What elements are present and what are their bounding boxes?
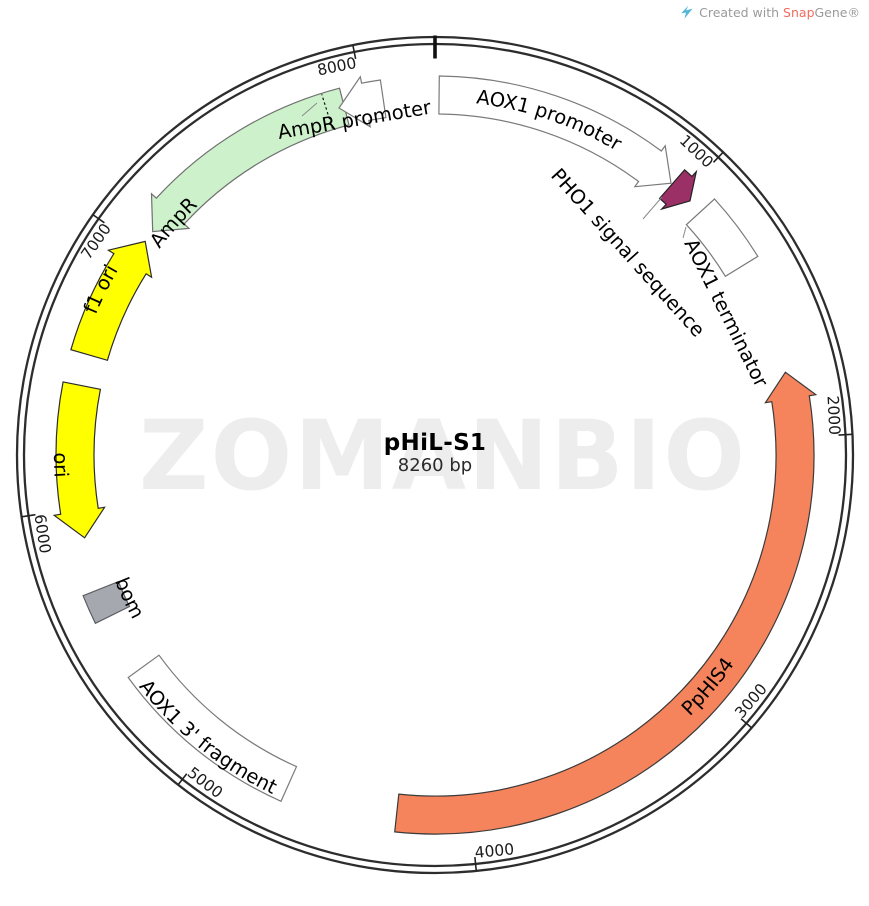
- tick-mark-5000: [177, 773, 188, 786]
- snapgene-logo-icon: [681, 5, 693, 19]
- tick-label-4000: 4000: [474, 840, 515, 862]
- tick-label-6000: 6000: [30, 513, 54, 555]
- feature-label-ori: ori: [49, 452, 73, 478]
- tick-mark-8000: [352, 44, 357, 60]
- tick-mark-6000: [21, 513, 36, 518]
- tick-mark-7000: [92, 214, 105, 224]
- credit-brand-gene: Gene®: [814, 5, 861, 20]
- leader-line: [642, 196, 663, 220]
- watermark: ZOMANBIO: [139, 400, 747, 512]
- feature-f1-ori: [70, 240, 153, 362]
- tick-mark-2000: [838, 433, 853, 436]
- credit-prefix: Created with: [699, 5, 784, 20]
- feature-aox1-terminator: [685, 198, 759, 278]
- feature-ori: [52, 381, 106, 539]
- tick-mark-1000: [712, 151, 724, 163]
- feature-bom: [82, 580, 131, 625]
- leader-line: [301, 102, 318, 117]
- feature-pphis4: [394, 371, 818, 835]
- credit-brand-snap: Snap: [783, 5, 815, 20]
- plasmid-size: 8260 bp: [397, 455, 473, 477]
- feature-divider-ampr: [321, 94, 334, 129]
- plasmid-title-block: pHiL-S1 8260 bp: [383, 430, 487, 477]
- tick-label-8000: 8000: [316, 54, 358, 79]
- plasmid-name: pHiL-S1: [383, 430, 487, 456]
- feature-ampr-promoter: [338, 75, 387, 129]
- feature-pho1-signal-sequence: [658, 168, 698, 211]
- tick-label-2000: 2000: [824, 395, 844, 435]
- leader-line: [682, 226, 687, 239]
- feature-ampr: [150, 87, 350, 233]
- feature-aox1-3-fragment: [127, 654, 298, 803]
- tick-mark-3000: [740, 718, 753, 729]
- feature-aox1-promoter: [438, 75, 672, 188]
- snapgene-credit: Created with SnapGene®: [680, 5, 860, 20]
- credit-text: Created with SnapGene®: [699, 5, 860, 20]
- tick-mark-4000: [474, 856, 478, 872]
